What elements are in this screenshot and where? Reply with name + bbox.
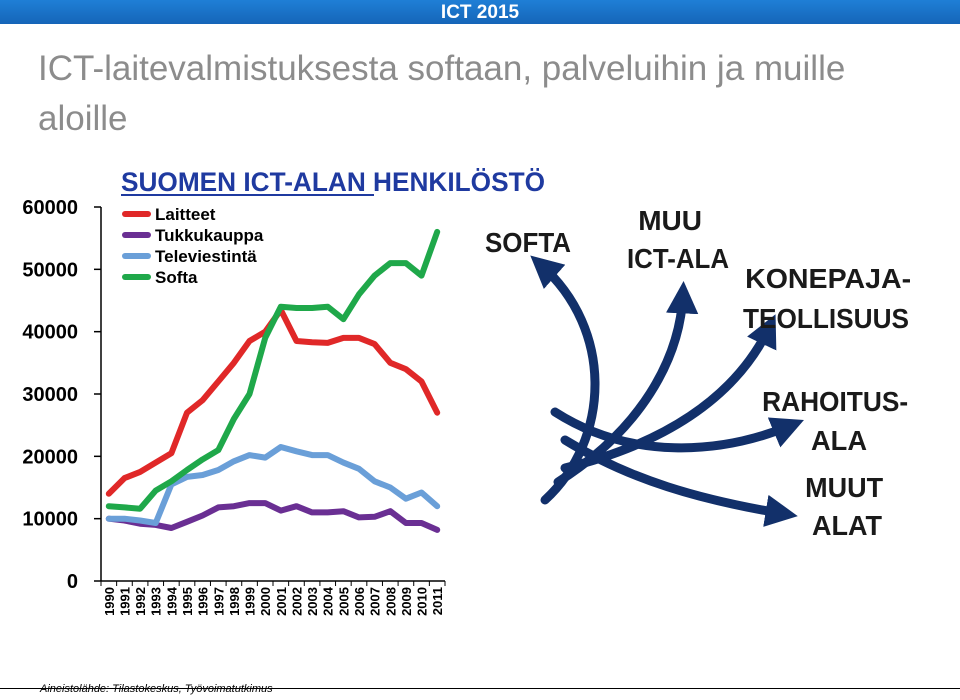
x-tick-label: 2003 bbox=[305, 587, 320, 616]
y-tick-label: 20000 bbox=[22, 446, 78, 468]
legend-label: Laitteet bbox=[155, 205, 216, 224]
top-bar bbox=[0, 0, 960, 24]
x-tick-label: 2009 bbox=[399, 587, 414, 616]
series-lines bbox=[105, 228, 441, 533]
x-tick-label: 1995 bbox=[180, 587, 195, 616]
x-tick-label: 2000 bbox=[258, 587, 273, 616]
y-tick-label: 10000 bbox=[22, 509, 78, 531]
x-tick-label: 2006 bbox=[352, 587, 367, 616]
legend-label: Televiestintä bbox=[155, 247, 257, 266]
annotation-muut-alat: MUUT ALAT bbox=[805, 472, 891, 541]
x-tick-label: 2004 bbox=[321, 586, 336, 616]
legend: Laitteet Tukkukauppa Televiestintä Softa bbox=[122, 205, 264, 287]
y-tick-label: 60000 bbox=[22, 197, 78, 219]
legend-label: Softa bbox=[155, 268, 198, 287]
x-tick-label: 2001 bbox=[274, 587, 289, 616]
x-tick-label: 1996 bbox=[196, 587, 211, 616]
legend-label: Tukkukauppa bbox=[155, 226, 264, 245]
axes bbox=[94, 206, 446, 586]
series-line-televiestintä bbox=[105, 444, 441, 526]
y-tick-labels: 0 10000 20000 30000 40000 50000 60000 bbox=[22, 197, 78, 593]
annotations: SOFTA MUU ICT-ALA KONEPAJA- TEOLLISUUS R… bbox=[485, 205, 919, 541]
x-tick-label: 1999 bbox=[243, 587, 258, 616]
x-tick-label: 2011 bbox=[430, 587, 445, 615]
annotation-konepaja-teollisuus: KONEPAJA- TEOLLISUUS bbox=[743, 263, 919, 334]
x-tick-label: 1990 bbox=[102, 587, 117, 616]
annotation-softa: SOFTA bbox=[485, 227, 571, 258]
x-tick-label: 1993 bbox=[149, 587, 164, 616]
x-tick-label: 2002 bbox=[289, 587, 304, 616]
y-tick-label: 40000 bbox=[22, 322, 78, 344]
x-tick-label: 1991 bbox=[117, 587, 132, 616]
y-tick-label: 0 bbox=[67, 571, 78, 593]
series-line-tukkukauppa bbox=[105, 500, 441, 533]
arrow-to-rahoitus bbox=[550, 407, 804, 453]
slide-title: ICT-laitevalmistuksesta softaan, palvelu… bbox=[38, 49, 846, 138]
x-tick-label: 1992 bbox=[133, 587, 148, 616]
x-tick-label: 1994 bbox=[164, 586, 179, 616]
annotation-muu-ict-ala: MUU ICT-ALA bbox=[627, 205, 729, 274]
source-note: Aineistolähde: Tilastokeskus, Työvoimatu… bbox=[40, 683, 273, 695]
series-line-laitteet bbox=[105, 306, 441, 497]
series-line-softa bbox=[105, 228, 441, 512]
flow-arrows bbox=[530, 255, 804, 527]
header-badge: ICT 2015 bbox=[440, 2, 520, 23]
x-tick-label: 1998 bbox=[227, 587, 242, 616]
x-tick-labels: 1990 1991 1992 1993 1994 1995 1996 1997 1998 1999… bbox=[102, 586, 445, 616]
footer-bar bbox=[0, 688, 960, 700]
arrow-to-muut-alat bbox=[560, 435, 798, 527]
y-tick-label: 50000 bbox=[22, 259, 78, 281]
x-tick-label: 2005 bbox=[336, 587, 351, 616]
chart-title: SUOMEN ICT-ALAN HENKILÖSTÖ bbox=[121, 167, 545, 197]
x-tick-label: 1997 bbox=[211, 587, 226, 616]
annotation-rahoitus-ala: RAHOITUS- ALA bbox=[762, 386, 916, 456]
y-tick-label: 30000 bbox=[22, 384, 78, 406]
x-tick-label: 2007 bbox=[368, 587, 383, 616]
x-tick-label: 2010 bbox=[415, 587, 430, 616]
x-tick-label: 2008 bbox=[383, 587, 398, 616]
